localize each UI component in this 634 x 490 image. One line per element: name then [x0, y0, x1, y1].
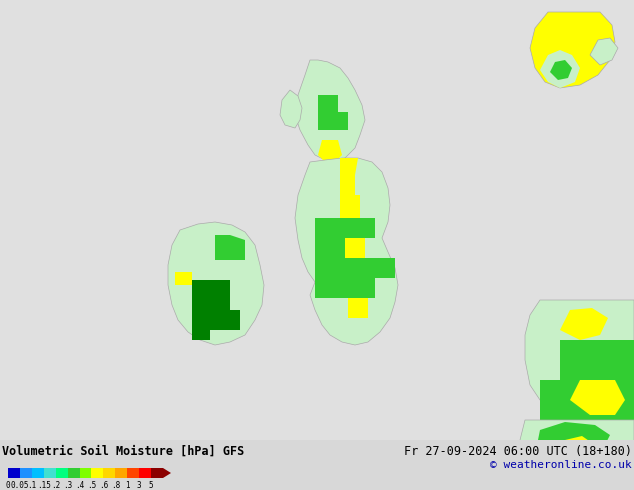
Polygon shape	[520, 420, 634, 472]
Polygon shape	[315, 258, 395, 278]
Polygon shape	[192, 310, 210, 340]
Text: 0: 0	[6, 481, 10, 490]
Polygon shape	[163, 468, 171, 478]
Text: .5: .5	[87, 481, 96, 490]
Text: .8: .8	[111, 481, 120, 490]
Text: .15: .15	[37, 481, 51, 490]
Polygon shape	[139, 468, 151, 478]
Text: Volumetric Soil Moisture [hPa] GFS: Volumetric Soil Moisture [hPa] GFS	[2, 445, 244, 458]
Polygon shape	[540, 50, 580, 88]
Text: © weatheronline.co.uk: © weatheronline.co.uk	[490, 460, 632, 470]
Polygon shape	[175, 272, 192, 285]
Text: .4: .4	[75, 481, 84, 490]
Polygon shape	[525, 300, 634, 415]
Polygon shape	[44, 468, 56, 478]
Polygon shape	[103, 468, 115, 478]
Polygon shape	[20, 468, 32, 478]
Text: Fr 27-09-2024 06:00 UTC (18+180): Fr 27-09-2024 06:00 UTC (18+180)	[404, 445, 632, 458]
Polygon shape	[550, 60, 572, 80]
Polygon shape	[590, 38, 618, 65]
Polygon shape	[340, 158, 358, 195]
Polygon shape	[8, 468, 20, 478]
Text: 3: 3	[137, 481, 141, 490]
Polygon shape	[345, 238, 365, 258]
Polygon shape	[295, 158, 398, 345]
Polygon shape	[315, 218, 375, 258]
Polygon shape	[530, 12, 615, 88]
Polygon shape	[535, 422, 610, 465]
Polygon shape	[318, 140, 342, 162]
Polygon shape	[280, 90, 302, 128]
Polygon shape	[0, 440, 634, 490]
Polygon shape	[295, 60, 365, 162]
Text: .1: .1	[27, 481, 37, 490]
Text: 0.05: 0.05	[11, 481, 29, 490]
Polygon shape	[560, 308, 608, 340]
Polygon shape	[127, 468, 139, 478]
Text: .2: .2	[51, 481, 60, 490]
Polygon shape	[348, 298, 368, 318]
Polygon shape	[540, 380, 634, 420]
Polygon shape	[151, 468, 163, 478]
Polygon shape	[215, 235, 245, 260]
Polygon shape	[91, 468, 103, 478]
Polygon shape	[79, 468, 91, 478]
Text: .6: .6	[99, 481, 108, 490]
Polygon shape	[56, 468, 68, 478]
Polygon shape	[168, 222, 264, 345]
Text: .3: .3	[63, 481, 72, 490]
Polygon shape	[570, 380, 625, 415]
Text: 5: 5	[149, 481, 153, 490]
Polygon shape	[315, 278, 375, 298]
Polygon shape	[318, 95, 348, 130]
Polygon shape	[558, 436, 595, 462]
Polygon shape	[192, 280, 240, 330]
Polygon shape	[32, 468, 44, 478]
Text: 1: 1	[125, 481, 129, 490]
Polygon shape	[68, 468, 79, 478]
Polygon shape	[340, 195, 360, 218]
Polygon shape	[115, 468, 127, 478]
Polygon shape	[560, 340, 634, 380]
